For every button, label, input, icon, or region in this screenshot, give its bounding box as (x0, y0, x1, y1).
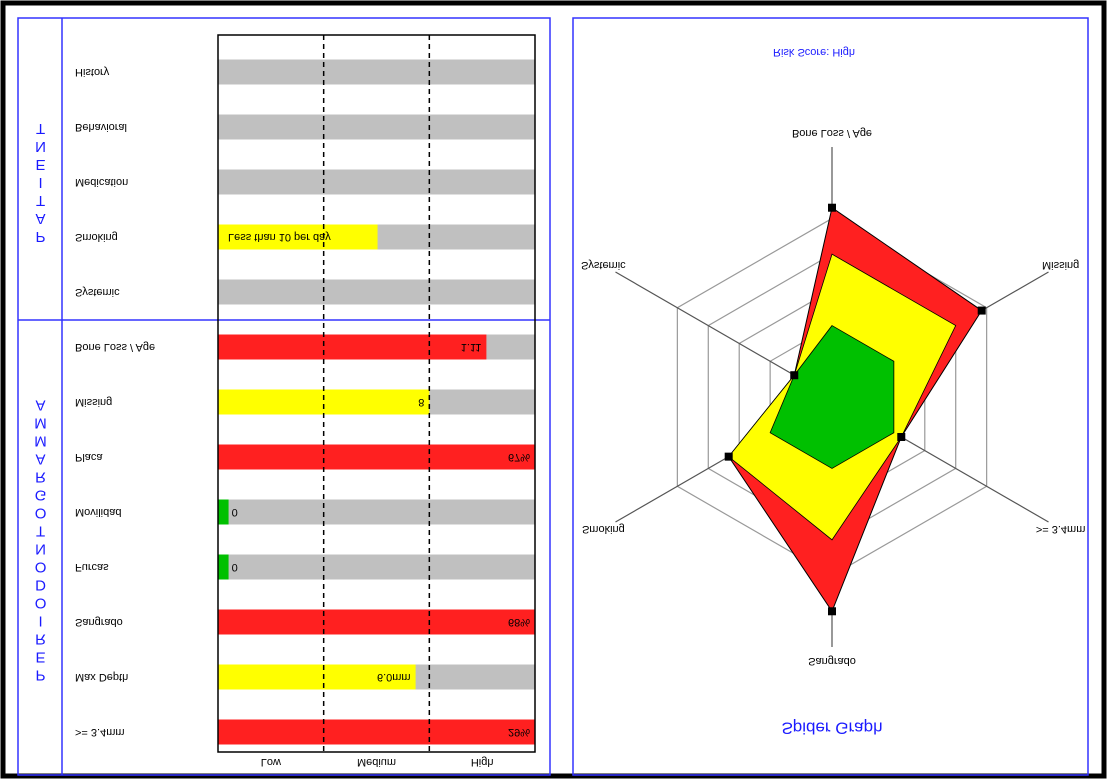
axis-label: Bone Loss / Age (792, 127, 872, 139)
right-panel (572, 17, 1089, 776)
axis-label: Smoking (582, 523, 625, 535)
bar (218, 334, 487, 360)
category-label: >= 3.4mm (75, 726, 125, 738)
vertex-marker (828, 203, 836, 212)
value-label: Less than 10 per day (228, 231, 331, 243)
value-label: 1.11 (461, 341, 482, 353)
plot-frame (217, 34, 536, 753)
vertex-marker (897, 433, 906, 441)
category-label: Movilidad (75, 506, 121, 518)
category-label: Smoking (75, 231, 118, 243)
left-panel (17, 17, 551, 776)
category-label: Systemic (75, 286, 120, 298)
category-label: History (75, 66, 110, 78)
axis-label: Sangrado (808, 655, 856, 667)
bar (218, 444, 535, 470)
value-label: 0 (232, 506, 238, 518)
category-label: Furcas (75, 561, 109, 573)
bar (218, 554, 229, 580)
vertex-marker (724, 452, 733, 461)
bar (218, 224, 378, 250)
vertex-marker (828, 607, 836, 616)
category-label: Missing (75, 396, 112, 408)
category-label: Sangrado (75, 616, 123, 628)
x-band-label: Medium (357, 756, 396, 768)
bar-background (218, 114, 535, 140)
axis-label: Systemic (581, 259, 626, 271)
section-label: PERIODONTOGRAMMA (32, 396, 49, 684)
category-label: Medication (75, 176, 128, 188)
value-label: 67% (508, 451, 530, 463)
bar-background (218, 554, 535, 580)
category-label: Placa (75, 451, 103, 463)
bar-background (218, 499, 535, 525)
bar (218, 389, 430, 415)
vertex-marker (977, 306, 986, 315)
x-band-label: High (471, 756, 494, 768)
bar-background (218, 279, 535, 305)
bar (218, 664, 416, 690)
category-label: Bone Loss / Age (75, 341, 155, 353)
bar (218, 499, 229, 525)
vertex-marker (790, 371, 799, 380)
value-label: 8 (418, 396, 424, 408)
axis-label: Missing (1042, 259, 1079, 271)
value-label: 68% (508, 616, 530, 628)
value-label: 6.0mm (377, 671, 411, 683)
category-label: Behavioral (75, 121, 127, 133)
value-label: 0 (232, 561, 238, 573)
bar (218, 719, 535, 745)
chart-title: Spider Graph (781, 719, 882, 738)
bar-background (218, 59, 535, 85)
category-label: Max Depth (75, 671, 128, 683)
chart-subtitle: Risk Score: High (773, 46, 855, 58)
x-band-label: Low (261, 756, 281, 768)
axis-label: >= 3.4mm (1036, 523, 1086, 535)
bar-background (218, 169, 535, 195)
bar (218, 609, 535, 635)
value-label: 29% (508, 726, 530, 738)
section-label: PATIENT (32, 119, 49, 245)
